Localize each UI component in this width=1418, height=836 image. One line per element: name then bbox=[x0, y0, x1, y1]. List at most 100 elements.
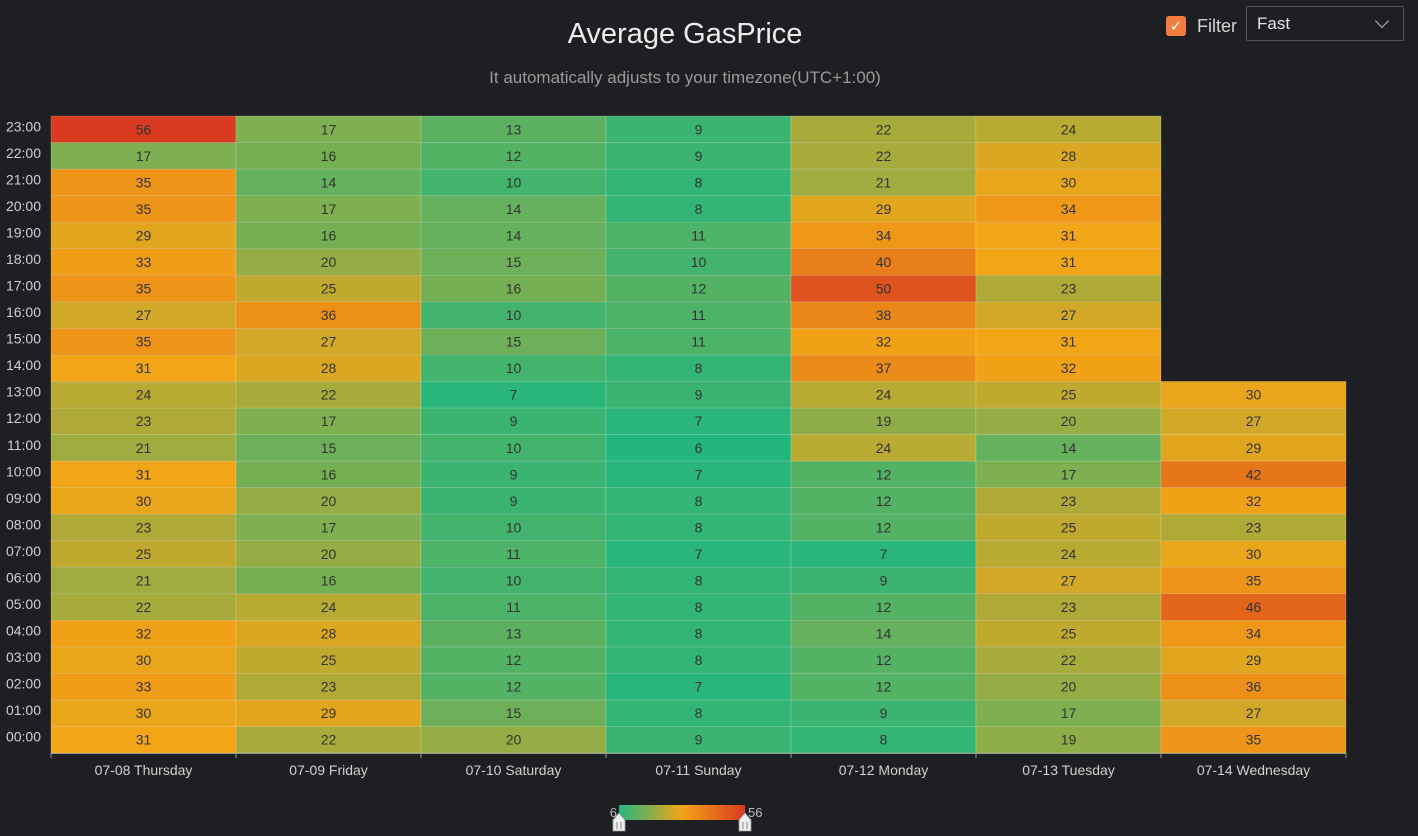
heatmap-cell[interactable] bbox=[975, 115, 1162, 143]
heatmap-cell[interactable] bbox=[420, 460, 607, 488]
heatmap-cell[interactable] bbox=[420, 354, 607, 382]
heatmap-cell[interactable] bbox=[1160, 540, 1347, 568]
heatmap-cell[interactable] bbox=[790, 487, 977, 515]
heatmap-cell[interactable] bbox=[790, 381, 977, 409]
heatmap-cell[interactable] bbox=[975, 673, 1162, 701]
heatmap-cell[interactable] bbox=[235, 328, 422, 356]
heatmap-cell[interactable] bbox=[605, 460, 792, 488]
heatmap-cell[interactable] bbox=[1160, 726, 1347, 754]
heatmap-cell[interactable] bbox=[975, 699, 1162, 727]
heatmap-cell[interactable] bbox=[50, 274, 237, 303]
heatmap-cell[interactable] bbox=[975, 221, 1162, 250]
heatmap-cell[interactable] bbox=[605, 328, 792, 356]
heatmap-cell[interactable] bbox=[420, 434, 607, 462]
heatmap-cell[interactable] bbox=[50, 407, 237, 435]
heatmap-cell[interactable] bbox=[235, 699, 422, 727]
heatmap-cell[interactable] bbox=[790, 566, 977, 595]
heatmap-cell[interactable] bbox=[235, 487, 422, 515]
heatmap-cell[interactable] bbox=[420, 699, 607, 727]
heatmap-cell[interactable] bbox=[975, 328, 1162, 356]
heatmap-cell[interactable] bbox=[605, 301, 792, 329]
heatmap-cell[interactable] bbox=[420, 274, 607, 303]
heatmap-cell[interactable] bbox=[605, 142, 792, 170]
heatmap-cell[interactable] bbox=[1160, 566, 1347, 595]
heatmap-cell[interactable] bbox=[975, 354, 1162, 382]
heatmap-cell[interactable] bbox=[235, 540, 422, 568]
heatmap-cell[interactable] bbox=[50, 221, 237, 250]
heatmap-cell[interactable] bbox=[50, 434, 237, 462]
heatmap-cell[interactable] bbox=[420, 487, 607, 515]
heatmap-cell[interactable] bbox=[605, 566, 792, 595]
heatmap-cell[interactable] bbox=[975, 434, 1162, 462]
heatmap-cell[interactable] bbox=[235, 115, 422, 143]
heatmap-cell[interactable] bbox=[605, 646, 792, 674]
heatmap-cell[interactable] bbox=[235, 673, 422, 701]
heatmap-cell[interactable] bbox=[975, 248, 1162, 276]
heatmap-cell[interactable] bbox=[975, 646, 1162, 674]
heatmap-cell[interactable] bbox=[790, 619, 977, 648]
heatmap-cell[interactable] bbox=[235, 460, 422, 488]
heatmap-cell[interactable] bbox=[235, 513, 422, 541]
heatmap-cell[interactable] bbox=[790, 540, 977, 568]
heatmap-cell[interactable] bbox=[790, 699, 977, 727]
heatmap-cell[interactable] bbox=[235, 195, 422, 223]
heatmap-cell[interactable] bbox=[975, 142, 1162, 170]
heatmap-cell[interactable] bbox=[50, 513, 237, 541]
heatmap-cell[interactable] bbox=[605, 540, 792, 568]
heatmap-cell[interactable] bbox=[420, 513, 607, 541]
heatmap-cell[interactable] bbox=[235, 593, 422, 621]
heatmap-cell[interactable] bbox=[1160, 619, 1347, 648]
heatmap-cell[interactable] bbox=[605, 407, 792, 435]
heatmap-cell[interactable] bbox=[1160, 699, 1347, 727]
filter-checkbox[interactable]: ✓ bbox=[1166, 16, 1186, 36]
heatmap-cell[interactable] bbox=[420, 540, 607, 568]
heatmap-cell[interactable] bbox=[975, 381, 1162, 409]
heatmap-cell[interactable] bbox=[50, 460, 237, 488]
heatmap-cell[interactable] bbox=[420, 115, 607, 143]
heatmap-cell[interactable] bbox=[1160, 434, 1347, 462]
heatmap-cell[interactable] bbox=[50, 726, 237, 754]
heatmap-cell[interactable] bbox=[235, 646, 422, 674]
heatmap-cell[interactable] bbox=[1160, 513, 1347, 541]
heatmap-cell[interactable] bbox=[790, 726, 977, 754]
heatmap-cell[interactable] bbox=[605, 513, 792, 541]
heatmap-cell[interactable] bbox=[605, 619, 792, 648]
heatmap-cell[interactable] bbox=[50, 381, 237, 409]
heatmap-cell[interactable] bbox=[420, 221, 607, 250]
heatmap-cell[interactable] bbox=[790, 168, 977, 196]
heatmap-cell[interactable] bbox=[1160, 407, 1347, 435]
heatmap-cell[interactable] bbox=[235, 142, 422, 170]
heatmap-cell[interactable] bbox=[790, 221, 977, 250]
heatmap-cell[interactable] bbox=[420, 646, 607, 674]
heatmap-cell[interactable] bbox=[50, 301, 237, 329]
heatmap-cell[interactable] bbox=[1160, 487, 1347, 515]
heatmap-cell[interactable] bbox=[235, 274, 422, 303]
heatmap-cell[interactable] bbox=[420, 619, 607, 648]
heatmap-cell[interactable] bbox=[235, 248, 422, 276]
heatmap-cell[interactable] bbox=[975, 460, 1162, 488]
heatmap-cell[interactable] bbox=[975, 301, 1162, 329]
heatmap-cell[interactable] bbox=[420, 381, 607, 409]
color-scale-min-handle[interactable] bbox=[612, 812, 626, 832]
heatmap-cell[interactable] bbox=[1160, 646, 1347, 674]
heatmap-cell[interactable] bbox=[50, 248, 237, 276]
color-scale-max-handle[interactable] bbox=[738, 812, 752, 832]
heatmap-cell[interactable] bbox=[420, 593, 607, 621]
heatmap-cell[interactable] bbox=[1160, 673, 1347, 701]
heatmap-cell[interactable] bbox=[50, 487, 237, 515]
heatmap-cell[interactable] bbox=[605, 434, 792, 462]
heatmap-cell[interactable] bbox=[235, 354, 422, 382]
heatmap-cell[interactable] bbox=[790, 646, 977, 674]
heatmap-cell[interactable] bbox=[235, 301, 422, 329]
heatmap-cell[interactable] bbox=[605, 673, 792, 701]
heatmap-cell[interactable] bbox=[50, 673, 237, 701]
heatmap-cell[interactable] bbox=[605, 381, 792, 409]
heatmap-cell[interactable] bbox=[790, 513, 977, 541]
handle-shape[interactable] bbox=[612, 812, 626, 832]
heatmap-cell[interactable] bbox=[1160, 593, 1347, 621]
heatmap-cell[interactable] bbox=[1160, 460, 1347, 488]
handle-shape[interactable] bbox=[738, 812, 752, 832]
heatmap-cell[interactable] bbox=[605, 248, 792, 276]
heatmap-cell[interactable] bbox=[790, 407, 977, 435]
heatmap-cell[interactable] bbox=[1160, 381, 1347, 409]
